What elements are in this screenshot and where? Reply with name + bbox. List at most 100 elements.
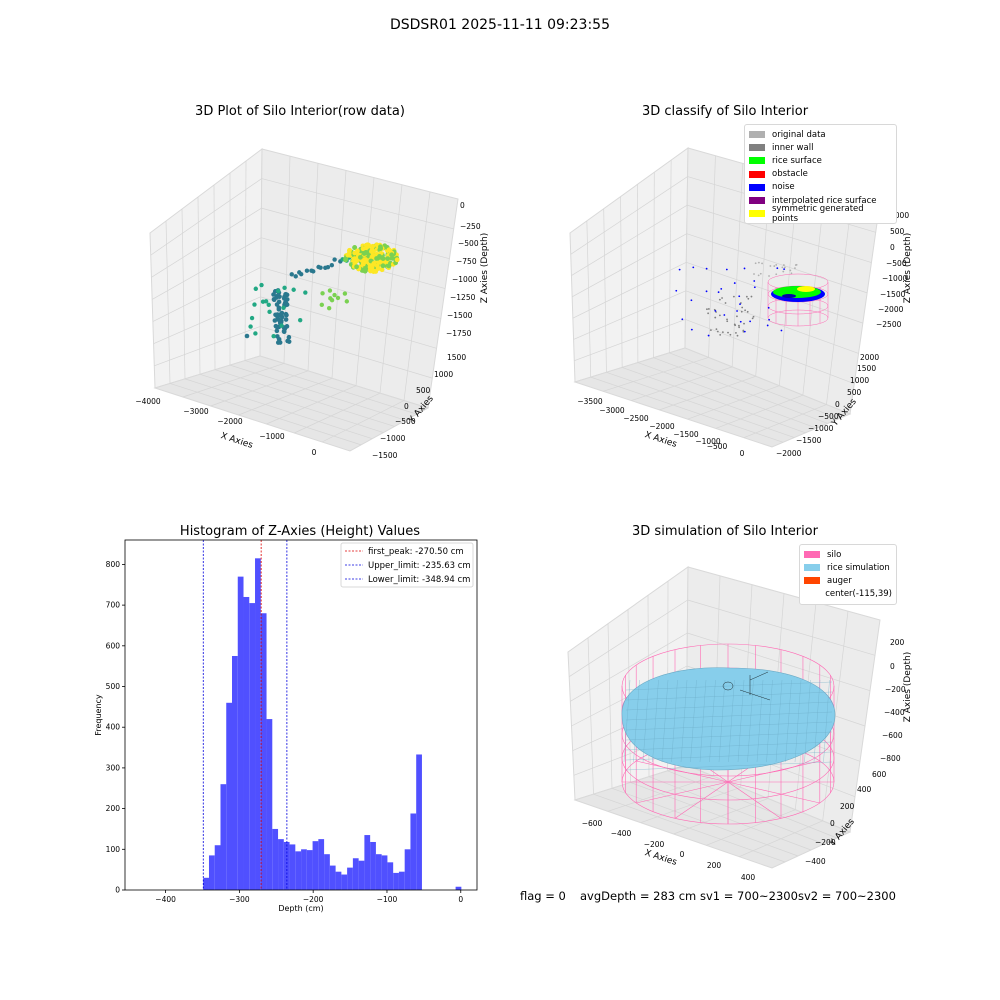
histogram-bar: [260, 613, 267, 890]
legend-label: center(-115,39): [825, 589, 892, 600]
grid-line: [826, 194, 853, 405]
grid-line: [743, 404, 827, 439]
data-point: [276, 305, 282, 311]
legend-item-silo: silo: [804, 548, 892, 561]
original-point: [781, 266, 784, 269]
p4-ytick: −200: [815, 838, 836, 847]
p2-xtick: −1500: [673, 430, 699, 439]
mesh-line: [728, 679, 735, 763]
noise-point: [739, 320, 742, 323]
grid-line: [154, 326, 261, 367]
data-point: [335, 295, 341, 301]
p2-ztick: 1000: [890, 211, 909, 220]
original-point: [782, 264, 785, 266]
histogram-bar: [237, 576, 244, 890]
data-point: [293, 274, 298, 279]
x-tick-label: −300: [229, 895, 250, 904]
legend-swatch: [804, 577, 820, 585]
data-point: [378, 244, 383, 250]
p2-ytick: −1500: [796, 436, 822, 445]
p2-ztick: −1500: [880, 290, 906, 299]
noise-point: [675, 289, 678, 292]
footer-sv1: sv1 = 700~2300: [700, 889, 798, 903]
p4-xtick: 200: [707, 861, 722, 870]
p4-ztick: −400: [884, 708, 905, 717]
data-point: [326, 305, 332, 311]
panel2-chart: −3500 −3000 −2500 −2000 −1500 −1000 −500…: [569, 147, 913, 458]
x-tick-label: 0: [458, 895, 463, 904]
grid-line: [238, 377, 333, 416]
mesh-line: [823, 679, 830, 763]
wall-point: [736, 315, 738, 318]
data-point: [329, 262, 335, 268]
grid-line: [214, 369, 395, 427]
data-point: [318, 265, 323, 270]
wall-point: [724, 302, 727, 304]
data-point: [259, 282, 264, 288]
grid-line: [687, 204, 872, 263]
histogram-bar: [301, 849, 307, 890]
p1-zlabel: Z Axies (Depth): [480, 233, 490, 304]
data-point: [347, 247, 352, 253]
noise-point: [743, 330, 746, 333]
p1-xlabel: X Axies: [219, 431, 254, 451]
noise-point: [776, 267, 779, 270]
silo-spoke: [727, 760, 820, 783]
legend-label: original data: [772, 129, 826, 140]
p1-ztick: −1500: [447, 311, 473, 320]
data-point: [271, 292, 276, 297]
histogram-threshold-lines: [202, 540, 288, 890]
data-point: [342, 291, 348, 296]
grid-line: [571, 233, 687, 298]
grid-line: [739, 820, 823, 857]
p2-xtick: −2000: [649, 422, 675, 431]
y-tick-label: 400: [106, 723, 121, 732]
data-point: [352, 250, 358, 256]
mesh-line: [680, 679, 688, 763]
legend-lower-limit: Lower_limit: -348.94 cm: [368, 575, 470, 585]
grid-line: [686, 233, 868, 294]
legend-item-symmetric: symmetric generated points: [749, 204, 892, 224]
mesh-line: [737, 679, 745, 763]
data-point: [354, 264, 359, 270]
wall-point: [741, 306, 744, 309]
p4-ztick: 200: [890, 638, 905, 647]
wall-point: [742, 330, 745, 333]
grid-line: [668, 160, 672, 353]
histogram-bar: [416, 754, 422, 890]
p4-ztick: −600: [882, 731, 903, 740]
histogram-bar: [208, 855, 215, 890]
panel4-legend: silo rice simulation auger center(-115,3…: [799, 544, 897, 605]
wall-point: [738, 326, 741, 329]
data-point: [282, 285, 287, 291]
panel2-points: [675, 261, 798, 337]
wall-point: [709, 329, 712, 332]
mesh-line: [718, 679, 726, 763]
noise-point: [733, 282, 736, 284]
data-point: [275, 334, 280, 339]
data-point: [389, 252, 395, 258]
p1-xtick: −2000: [217, 417, 243, 426]
wall-point: [751, 317, 754, 320]
p1-ytick: 500: [416, 386, 431, 395]
histogram-bar: [295, 851, 302, 890]
y-tick-label: 0: [115, 886, 120, 895]
data-point: [253, 286, 259, 291]
p4-xtick: 0: [680, 850, 685, 859]
noise-point: [720, 287, 723, 290]
legend-swatch: [749, 197, 765, 205]
grid-line: [229, 364, 406, 421]
wall-point: [707, 312, 710, 315]
p2-ztick: −2500: [876, 320, 902, 329]
data-point: [273, 312, 278, 318]
p1-xtick: 0: [312, 448, 317, 457]
p1-ztick: 0: [460, 201, 465, 210]
original-point: [753, 273, 755, 275]
legend-label: rice simulation: [827, 562, 890, 573]
mesh-line: [625, 741, 833, 751]
wall-point: [738, 324, 740, 327]
legend-item-obstacle: obstacle: [749, 168, 892, 181]
legend-swatch: [749, 131, 765, 139]
legend-swatch: [749, 210, 765, 218]
noise-point: [739, 303, 741, 306]
